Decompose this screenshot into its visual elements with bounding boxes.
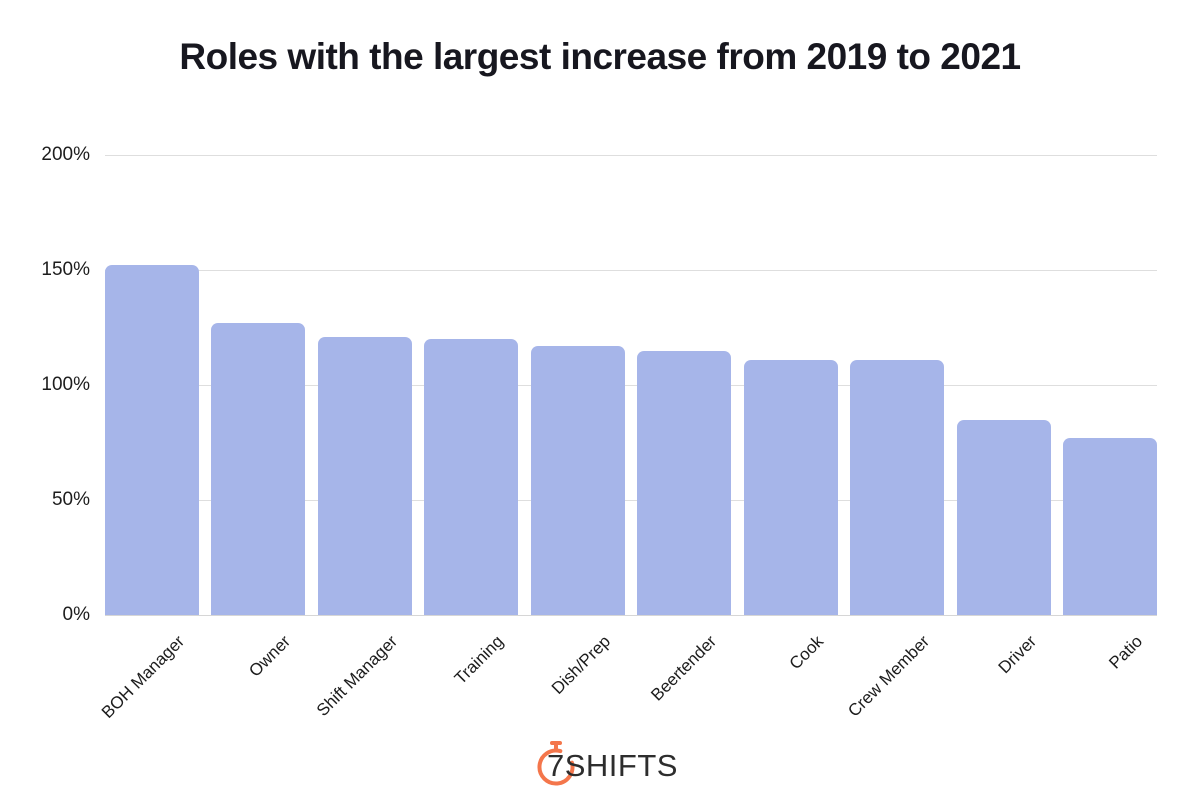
x-axis-line [105,615,1157,616]
bars-container [105,155,1157,615]
bar-beertender [637,350,732,615]
bar-owner [211,322,306,615]
y-tick-label: 50% [51,489,90,510]
y-tick-label: 150% [41,259,90,280]
bar-cook [743,359,838,615]
bar-driver [956,419,1051,615]
gridline-100 [105,385,1157,386]
gridline-150 [105,270,1157,271]
brand-logo: 7SHIFTS [534,739,677,795]
bar-boh-manager [105,265,199,615]
y-tick-label: 200% [41,144,90,165]
y-tick-label: 0% [62,604,90,625]
bar-dish-prep [530,345,625,615]
stopwatch-icon [537,741,575,786]
bar-shift-manager [317,336,412,615]
bar-training [424,339,519,615]
bar-patio [1062,437,1157,615]
gridline-200 [105,155,1157,156]
gridline-50 [105,500,1157,501]
bar-crew-member [850,359,945,615]
brand-wordmark: 7SHIFTS [547,748,678,783]
chart-title: Roles with the largest increase from 201… [179,36,1021,77]
y-tick-label: 100% [41,374,90,395]
